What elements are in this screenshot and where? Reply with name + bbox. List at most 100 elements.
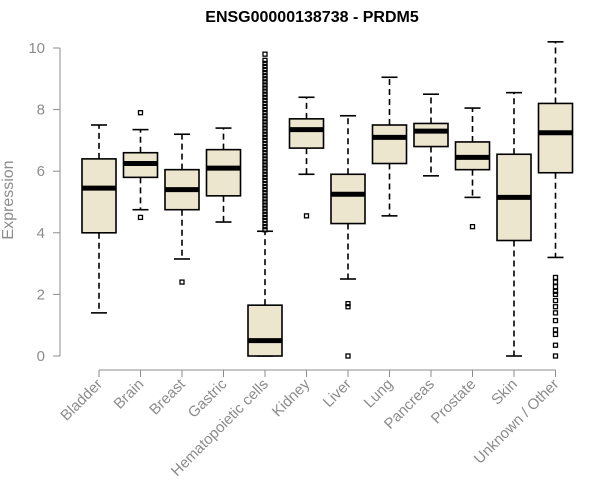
outlier-point bbox=[137, 214, 144, 221]
outlier-point bbox=[552, 317, 559, 324]
box-iqr bbox=[247, 304, 283, 357]
outlier-point bbox=[262, 143, 268, 150]
outlier-point bbox=[262, 122, 268, 128]
outlier-point bbox=[262, 113, 268, 119]
outlier-point bbox=[262, 174, 268, 181]
y-tick-label: 4 bbox=[37, 225, 45, 242]
outlier-point bbox=[262, 183, 268, 190]
x-category-label: Lung bbox=[361, 376, 397, 412]
box-group bbox=[81, 124, 117, 314]
outlier-point bbox=[552, 291, 559, 298]
x-category-label: Skin bbox=[488, 376, 521, 409]
outlier-point bbox=[262, 73, 268, 79]
outlier-point bbox=[262, 150, 268, 156]
outlier-point bbox=[137, 110, 144, 116]
outlier-point bbox=[262, 97, 268, 104]
outlier-point bbox=[552, 288, 559, 294]
outlier-point bbox=[262, 214, 268, 221]
y-tick-label: 6 bbox=[37, 163, 45, 180]
outlier-point bbox=[262, 125, 268, 131]
box-group bbox=[537, 41, 574, 359]
outlier-point bbox=[469, 223, 476, 230]
outlier-point bbox=[262, 137, 268, 144]
outlier-point bbox=[552, 310, 559, 316]
x-category-label: Bladder bbox=[57, 376, 106, 425]
outlier-point bbox=[262, 193, 268, 199]
outlier-point bbox=[552, 342, 559, 348]
y-tick-label: 10 bbox=[28, 40, 45, 57]
box-group bbox=[122, 110, 159, 221]
outlier-point bbox=[262, 223, 268, 230]
outlier-point bbox=[262, 199, 268, 205]
outlier-point bbox=[262, 217, 268, 224]
outlier-point bbox=[262, 196, 268, 202]
outlier-point bbox=[262, 202, 268, 208]
outlier-point bbox=[262, 119, 268, 125]
x-category-label: Kidney bbox=[269, 375, 314, 420]
outlier-point bbox=[262, 82, 268, 88]
box-group bbox=[454, 107, 491, 230]
box-iqr bbox=[205, 148, 242, 197]
box-iqr bbox=[413, 122, 449, 148]
box-group bbox=[413, 93, 449, 177]
outlier-point bbox=[262, 57, 268, 63]
box-iqr bbox=[81, 158, 117, 234]
outlier-point bbox=[179, 279, 185, 285]
box-iqr bbox=[537, 102, 574, 174]
outlier-point bbox=[262, 79, 268, 85]
outlier-point bbox=[262, 140, 268, 147]
outlier-point bbox=[262, 131, 268, 137]
outlier-point bbox=[262, 128, 268, 134]
outlier-point bbox=[262, 134, 268, 140]
outlier-point bbox=[345, 300, 351, 307]
outlier-point bbox=[552, 297, 559, 304]
outlier-point bbox=[262, 91, 268, 97]
y-axis-label: Expression bbox=[0, 160, 17, 239]
box-group bbox=[496, 91, 532, 357]
box-group bbox=[164, 133, 200, 285]
y-tick-label: 2 bbox=[37, 286, 45, 303]
outlier-point bbox=[262, 88, 268, 94]
outlier-point bbox=[262, 180, 268, 187]
box-iqr bbox=[371, 124, 408, 165]
outlier-point bbox=[262, 208, 268, 214]
outlier-point bbox=[552, 327, 559, 333]
outlier-point bbox=[552, 284, 559, 290]
outlier-point bbox=[262, 66, 268, 73]
outlier-point bbox=[303, 213, 310, 219]
outlier-point bbox=[262, 69, 268, 76]
outlier-point bbox=[345, 353, 351, 359]
outlier-point bbox=[262, 205, 268, 211]
outlier-point bbox=[262, 85, 268, 91]
outlier-point bbox=[262, 146, 268, 153]
outlier-point bbox=[262, 220, 268, 227]
box-series bbox=[81, 41, 574, 359]
x-category-label: Brain bbox=[111, 376, 148, 413]
outlier-point bbox=[262, 177, 268, 184]
outlier-point bbox=[552, 304, 559, 310]
outlier-point bbox=[262, 156, 268, 162]
outlier-point bbox=[262, 153, 268, 159]
outlier-point bbox=[262, 116, 268, 122]
x-category-label: Breast bbox=[146, 375, 189, 418]
outlier-point bbox=[262, 190, 268, 196]
box-iqr bbox=[288, 118, 325, 149]
box-group bbox=[205, 127, 242, 223]
outlier-point bbox=[552, 279, 559, 285]
outlier-point bbox=[262, 76, 268, 82]
box-group bbox=[288, 96, 325, 219]
y-tick-label: 0 bbox=[37, 348, 45, 365]
box-group bbox=[330, 114, 366, 359]
chart-title: ENSG00000138738 - PRDM5 bbox=[205, 9, 419, 26]
y-tick-label: 8 bbox=[37, 102, 45, 119]
x-category-label: Prostate bbox=[428, 376, 480, 428]
outlier-point bbox=[262, 106, 268, 113]
outlier-point bbox=[262, 63, 268, 70]
box-iqr bbox=[330, 173, 366, 225]
outlier-point bbox=[262, 110, 268, 116]
outlier-point bbox=[345, 304, 351, 310]
outlier-point bbox=[262, 162, 268, 168]
outlier-point bbox=[552, 353, 559, 359]
